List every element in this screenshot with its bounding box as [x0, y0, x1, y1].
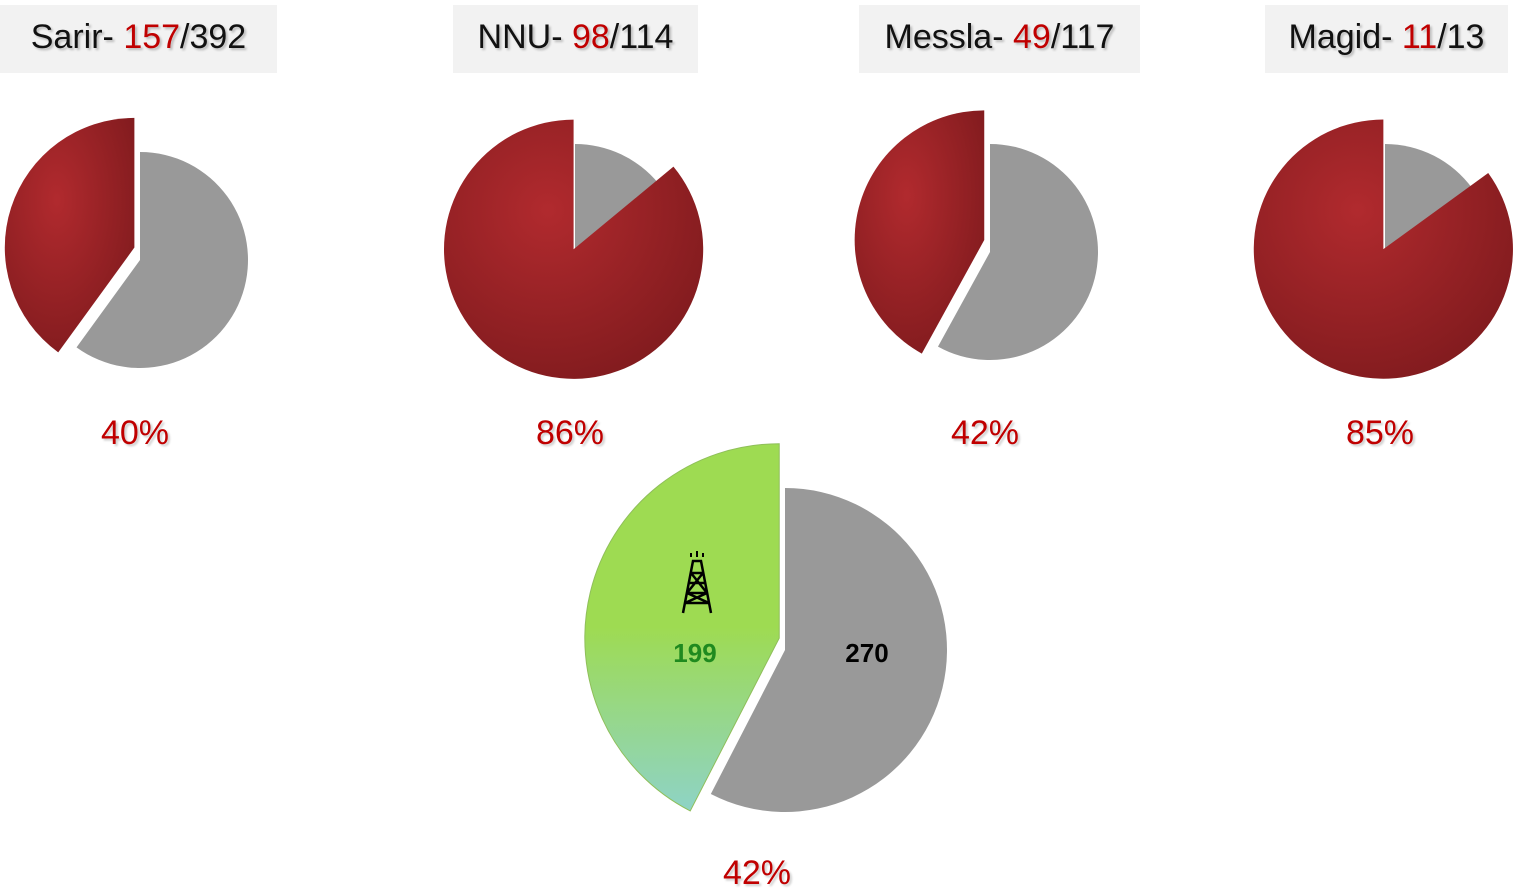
title-box [453, 5, 698, 73]
pie-slice [1385, 144, 1473, 252]
title-part: /392 [180, 18, 246, 56]
pie-slice [584, 443, 780, 812]
annotation: 42% [723, 854, 791, 892]
value-label: 86% [536, 414, 604, 452]
chart-title: Sarir- 157/392 [31, 18, 246, 56]
title-box [859, 5, 1140, 73]
value-label: 199 [673, 638, 716, 668]
title-part: /117 [1051, 18, 1115, 56]
title-part: 49 [1013, 18, 1051, 56]
title-part: /13 [1437, 18, 1484, 56]
pie-slice [937, 144, 1098, 361]
title-box [0, 5, 277, 73]
pie-slice [854, 110, 985, 354]
title-part: Sarir- [31, 18, 124, 56]
pie-slice [575, 144, 659, 252]
title-part: 157 [123, 18, 180, 56]
pie-slice [710, 488, 948, 813]
value-label: 85% [1346, 414, 1414, 452]
pie-slice [1253, 119, 1513, 379]
chart-title: Magid- 11/13 [1289, 18, 1485, 56]
title-part: Messla- [885, 18, 1013, 56]
pie-slice [4, 117, 135, 353]
title-part: NNU- [478, 18, 572, 56]
value-label: 270 [845, 638, 888, 668]
pie-slice [443, 119, 704, 379]
title-part: 98 [572, 18, 610, 56]
pie-slice [76, 152, 249, 368]
title-part: 11 [1402, 18, 1437, 56]
title-part: /114 [610, 18, 674, 56]
value-label: 40% [101, 414, 169, 452]
chart-title: NNU- 98/114 [478, 18, 674, 56]
title-box [1265, 5, 1508, 73]
value-label: 42% [951, 414, 1019, 452]
chart-title: Messla- 49/117 [885, 18, 1115, 56]
title-part: Magid- [1289, 18, 1402, 56]
drill-rig-icon [681, 551, 713, 614]
